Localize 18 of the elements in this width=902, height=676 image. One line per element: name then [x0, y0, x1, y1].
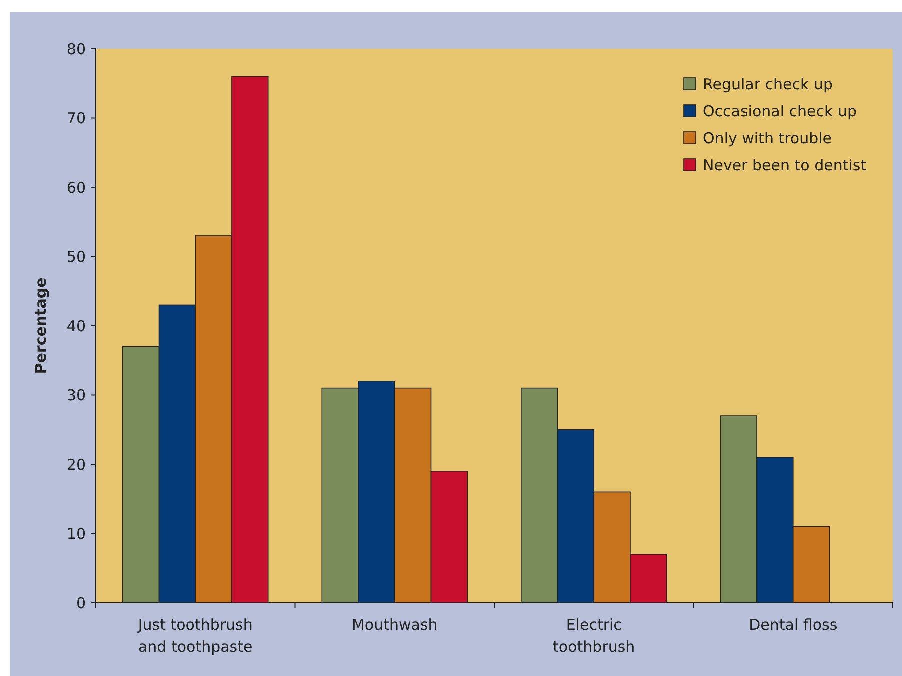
- y-tick-label: 80: [66, 40, 86, 58]
- x-tick-label: Dental floss: [749, 616, 838, 634]
- legend-label: Regular check up: [703, 75, 834, 94]
- legend-label: Never been to dentist: [703, 156, 867, 174]
- legend-label: Only with trouble: [703, 129, 832, 148]
- y-tick-label: 20: [66, 456, 86, 474]
- y-tick-label: 50: [66, 248, 86, 266]
- y-tick-label: 0: [76, 594, 86, 612]
- y-tick-label: 10: [66, 525, 86, 543]
- y-tick-label: 30: [66, 386, 86, 404]
- y-tick-label: 70: [66, 110, 86, 128]
- y-tick-label: 60: [66, 178, 86, 197]
- x-tick-label: Mouthwash: [352, 616, 438, 634]
- x-tick-label: Electric toothbrush: [553, 616, 636, 656]
- y-axis-title: Percentage: [32, 278, 50, 374]
- y-tick-label: 40: [66, 317, 86, 336]
- x-tick-label: Just toothbrush and toothpaste: [137, 616, 253, 656]
- legend-label: Occasional check up: [703, 102, 857, 120]
